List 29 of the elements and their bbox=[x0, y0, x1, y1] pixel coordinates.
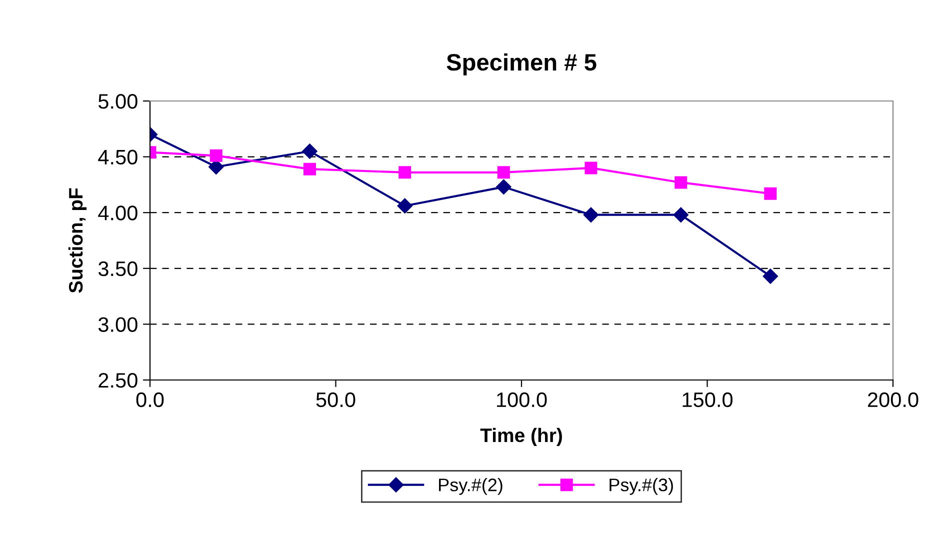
y-axis-title: Suction, pF bbox=[68, 188, 87, 293]
point bbox=[397, 198, 412, 214]
point bbox=[303, 162, 316, 176]
point bbox=[764, 187, 777, 200]
x-tick-label: 50.0 bbox=[316, 392, 356, 408]
point bbox=[762, 268, 778, 284]
point bbox=[398, 166, 412, 179]
y-tick-label: 3.00 bbox=[98, 317, 138, 332]
chart-title: Specimen # 5 bbox=[446, 53, 596, 76]
y-tick-label: 5.00 bbox=[98, 94, 138, 109]
y-tick-label: 4.50 bbox=[98, 150, 138, 165]
point bbox=[673, 207, 688, 222]
point bbox=[496, 179, 512, 194]
point bbox=[674, 176, 688, 189]
x-tick-label: 100.0 bbox=[497, 392, 547, 408]
point bbox=[583, 207, 599, 222]
x-tick-label: 200.0 bbox=[868, 392, 918, 408]
x-axis-title: Time (hr) bbox=[480, 428, 562, 446]
x-tick-label: 150.0 bbox=[682, 392, 733, 408]
point bbox=[210, 149, 222, 162]
legend-label: Psy.#(2) bbox=[439, 478, 502, 495]
y-tick-label: 4.00 bbox=[98, 206, 138, 220]
point bbox=[584, 162, 598, 174]
point bbox=[302, 144, 318, 159]
y-tick-label: 2.50 bbox=[98, 373, 138, 388]
y-tick-label: 3.50 bbox=[98, 261, 138, 276]
x-tick-label: 0.0 bbox=[136, 392, 164, 408]
legend-label: Psy.#(3) bbox=[610, 478, 673, 495]
point bbox=[497, 166, 510, 179]
